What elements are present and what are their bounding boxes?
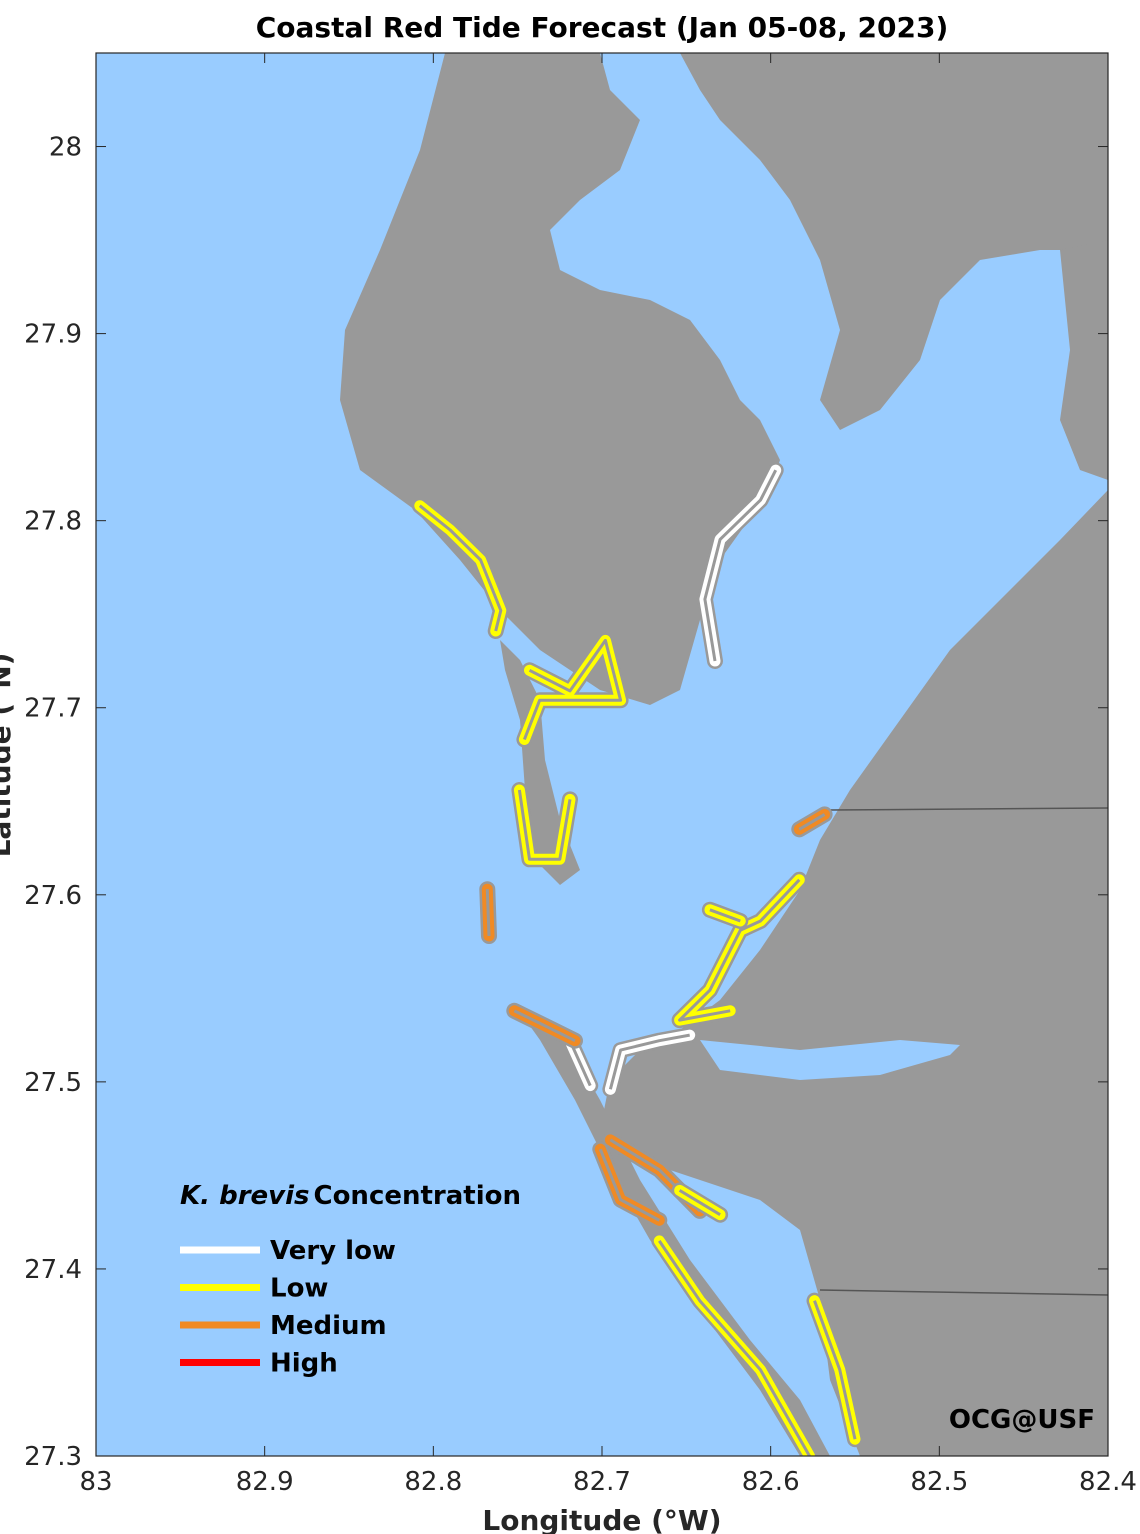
manatee-river [700,1040,960,1080]
segment-centerline [517,789,572,861]
legend: K. brevis Concentration Very low Low Medium… [180,1181,521,1379]
segment-centerline [709,908,741,923]
y-tick-label: 27.7 [24,694,82,724]
x-tick-label: 82.7 [573,1467,631,1497]
segment-centerline [485,889,491,937]
x-tick-label: 82.6 [742,1467,800,1497]
y-tick-label: 27.3 [24,1442,82,1472]
x-tick-label: 83 [79,1467,112,1497]
map-title: Coastal Red Tide Forecast (Jan 05-08, 20… [256,11,949,44]
x-tick-label: 82.4 [1079,1467,1137,1497]
x-tick-label: 82.5 [910,1467,968,1497]
segment-centerline [798,813,826,831]
y-tick-label: 27.9 [24,320,82,350]
legend-title: K. brevis Concentration [180,1181,521,1211]
y-tick-label: 27.5 [24,1068,82,1098]
segment-centerline [598,1148,661,1222]
axis-ticks: 83 82.9 82.8 82.7 82.6 82.5 82.4 27.3 27.4 27.5 27… [24,53,1137,1497]
segment-centerline [608,1033,690,1090]
pinellas-peninsula [340,53,780,705]
segment-centerline [678,878,801,1022]
legend-label: Medium [270,1311,387,1341]
legend-label: High [270,1349,338,1379]
segment-centerline [703,469,778,662]
x-axis-label: Longitude (°W) [482,1504,721,1534]
segment-centerline [418,504,503,632]
manatee-sarasota-land [600,490,1108,1456]
legend-title-rest: Concentration [313,1181,521,1211]
legend-label: Very low [270,1236,396,1266]
y-axis-label: Latitude (°N) [0,653,17,858]
county-border [819,1289,1108,1296]
land-layer [340,53,1108,1456]
segment-centerline [813,1300,857,1440]
y-tick-label: 27.8 [24,507,82,537]
segment-centerline [678,1189,721,1216]
x-tick-label: 82.8 [404,1467,462,1497]
interbay-land [1060,240,1108,480]
county-border [829,807,1108,811]
y-tick-label: 27.6 [24,881,82,911]
legend-title-species: K. brevis [180,1181,309,1211]
segment-centerline [523,638,623,741]
legend-label: Low [270,1274,328,1304]
x-tick-label: 82.9 [236,1467,294,1497]
segment-centerline [513,1009,576,1043]
y-tick-label: 28 [49,133,82,163]
concentration-segments [411,462,863,1456]
hillsborough-land [680,53,1108,430]
y-tick-label: 27.4 [24,1255,82,1285]
barrier-island-south [515,1005,830,1456]
segment-centerline [658,1240,811,1456]
credit-label: OCG@USF [949,1405,1095,1435]
